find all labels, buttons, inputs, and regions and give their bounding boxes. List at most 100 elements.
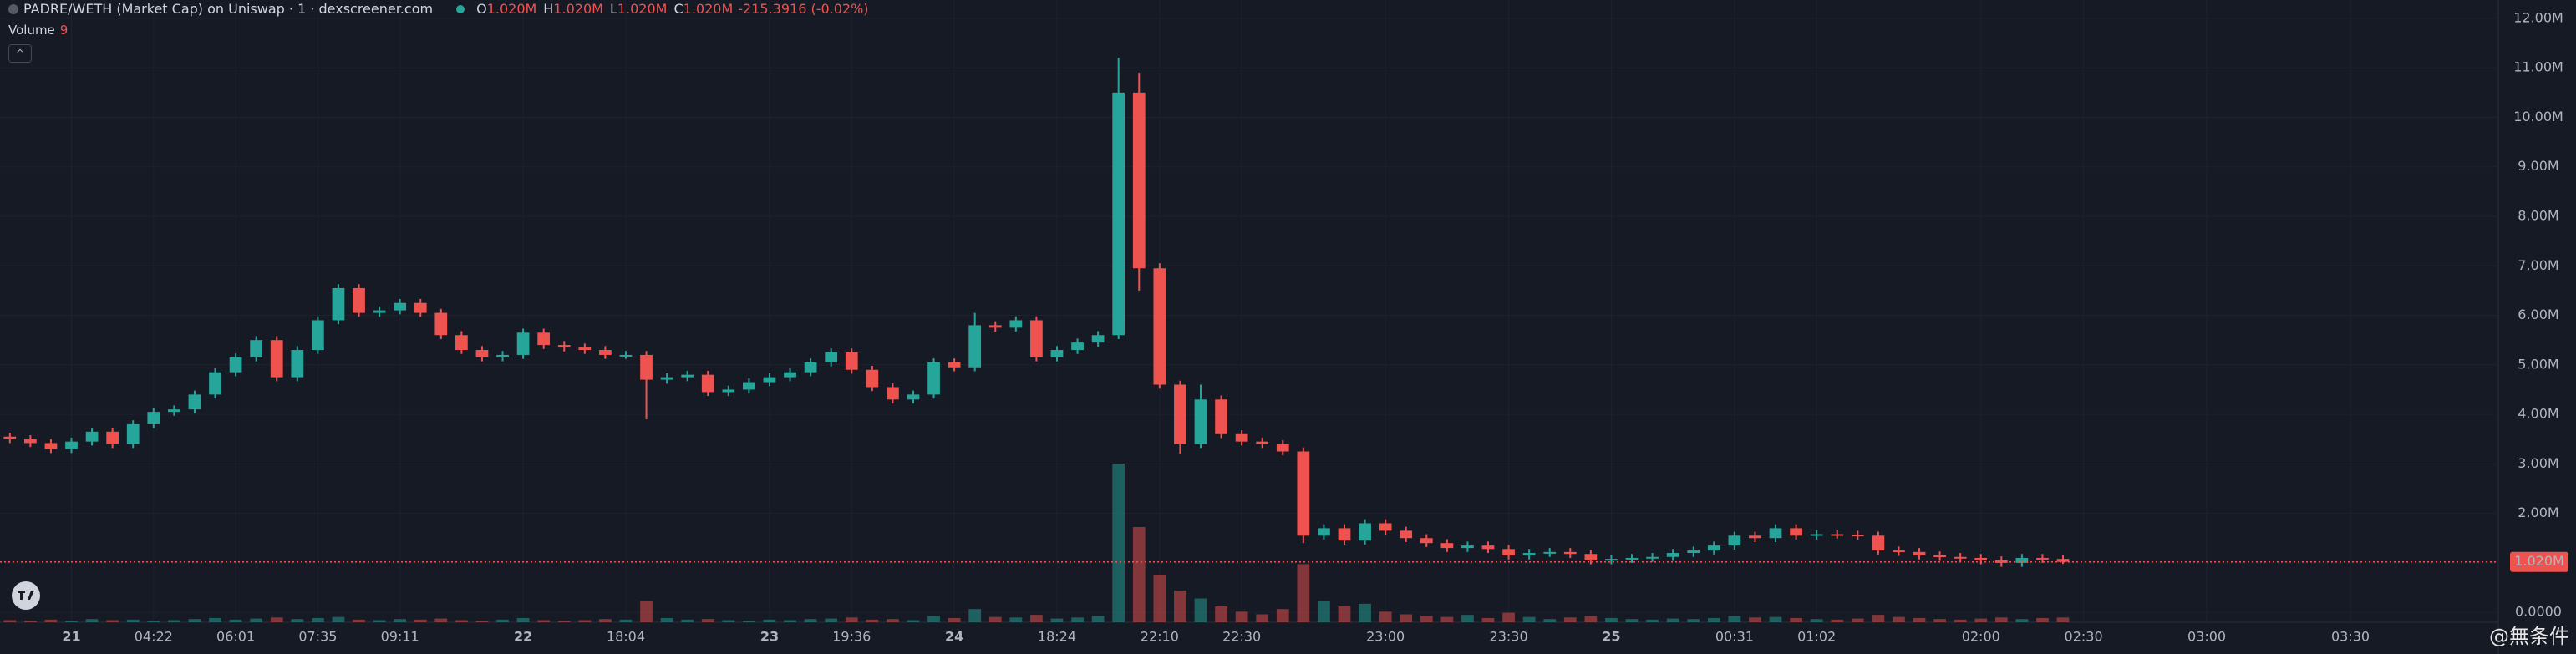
last-price-box: [2510, 551, 2568, 572]
volume-bar: [681, 619, 694, 622]
candle-body: [640, 354, 653, 380]
candle-body: [44, 443, 58, 449]
logo: [12, 581, 40, 610]
candle-body: [1132, 92, 1146, 269]
volume-bar: [353, 619, 365, 622]
candle-body: [784, 372, 796, 378]
candle-body: [599, 350, 612, 355]
candle-body: [1728, 535, 1741, 546]
volume-bar: [188, 619, 201, 622]
y-tick-label: 9.00M: [2518, 158, 2558, 174]
x-tick-label: 18:24: [1038, 629, 1076, 645]
candle-body: [1954, 556, 1967, 559]
volume-bar: [2036, 617, 2049, 622]
volume-bar: [1132, 527, 1146, 622]
volume-bar: [475, 621, 489, 622]
volume-bar: [1666, 618, 1679, 622]
candle-body: [1810, 534, 1823, 536]
candle-body: [1913, 551, 1926, 555]
candle-body: [1359, 523, 1371, 541]
x-tick-label: 22: [514, 629, 532, 645]
candle-body: [1872, 535, 1885, 551]
y-tick-label: 0.0000: [2515, 604, 2562, 620]
x-tick-label: 04:22: [135, 629, 173, 645]
volume-bar: [988, 616, 1002, 622]
candle-body: [1666, 553, 1679, 557]
volume-bar: [1646, 619, 1659, 622]
candle-body: [825, 352, 838, 362]
candle-body: [1400, 530, 1413, 539]
volume-bar: [1790, 617, 1802, 622]
ohlc-key: O: [476, 1, 487, 17]
candle-body: [887, 387, 899, 400]
volume-bar: [887, 619, 899, 622]
volume-bar: [1584, 616, 1598, 622]
candle-body: [1030, 320, 1043, 357]
volume-bar: [599, 619, 612, 622]
candle-body: [578, 347, 592, 351]
volume-bar: [332, 616, 345, 622]
volume-bars: [3, 464, 2070, 622]
ohlc-legend: O1.020M H1.020M L1.020M C1.020M: [470, 1, 733, 17]
candle-body: [1071, 342, 1084, 351]
candle-body: [1461, 545, 1474, 549]
candle-body: [866, 369, 879, 388]
candle-body: [394, 302, 407, 311]
candle-body: [1235, 433, 1248, 442]
volume-bar: [1256, 614, 1269, 622]
candle-body: [106, 431, 119, 444]
volume-bar: [1174, 591, 1186, 622]
candle-body: [1297, 451, 1310, 536]
x-tick-label: 03:30: [2331, 629, 2370, 645]
x-tick-label: 24: [945, 629, 963, 645]
ohlc-value: 1.020M: [553, 1, 603, 17]
candle-body: [1584, 554, 1598, 560]
x-tick-label: 06:01: [216, 629, 255, 645]
volume-bar: [763, 619, 776, 622]
volume-bar: [1379, 611, 1392, 622]
volume-bar: [701, 619, 714, 622]
volume-bar: [1974, 618, 1988, 622]
candle-body: [1318, 528, 1330, 536]
volume-bar: [455, 620, 468, 622]
candle-body: [1687, 550, 1700, 554]
candle-body: [660, 377, 673, 380]
y-tick-label: 3.00M: [2518, 455, 2558, 471]
volume-bar: [804, 619, 817, 622]
volume-bar: [1050, 618, 1064, 622]
candle-body: [763, 377, 776, 383]
volume-bar: [414, 619, 427, 622]
candle-body: [1769, 528, 1782, 539]
candle-body: [373, 310, 386, 313]
ohlc-value: 1.020M: [617, 1, 668, 17]
volume-bar: [44, 619, 58, 622]
volume-bar: [1194, 598, 1207, 622]
collapse-button[interactable]: ^: [8, 44, 32, 63]
volume-bar: [1502, 612, 1515, 622]
volume-bar: [23, 621, 37, 622]
volume-bar: [106, 620, 119, 622]
volume-bar: [1009, 617, 1023, 622]
volume-bar: [660, 617, 673, 622]
volume-bar: [373, 620, 386, 622]
y-tick-label: 12.00M: [2513, 9, 2563, 25]
volume-bar: [948, 617, 961, 622]
candle-body: [988, 325, 1002, 328]
candle-body: [147, 412, 160, 424]
volume-bar: [1297, 564, 1310, 622]
candle-body: [414, 302, 427, 313]
volume-bar: [434, 618, 448, 622]
candle-body: [2036, 557, 2049, 560]
x-tick-label: 00:31: [1715, 629, 1754, 645]
candle-body: [1851, 535, 1864, 537]
candle-body: [1338, 528, 1351, 541]
volume-bar: [2056, 617, 2070, 622]
candles: [3, 58, 2070, 567]
candle-body: [1194, 399, 1207, 444]
candle-body: [434, 312, 448, 336]
candle-body: [743, 382, 755, 390]
volume-bar: [1994, 617, 2008, 622]
y-tick-label: 10.00M: [2513, 109, 2563, 124]
candle-body: [1933, 555, 1946, 557]
